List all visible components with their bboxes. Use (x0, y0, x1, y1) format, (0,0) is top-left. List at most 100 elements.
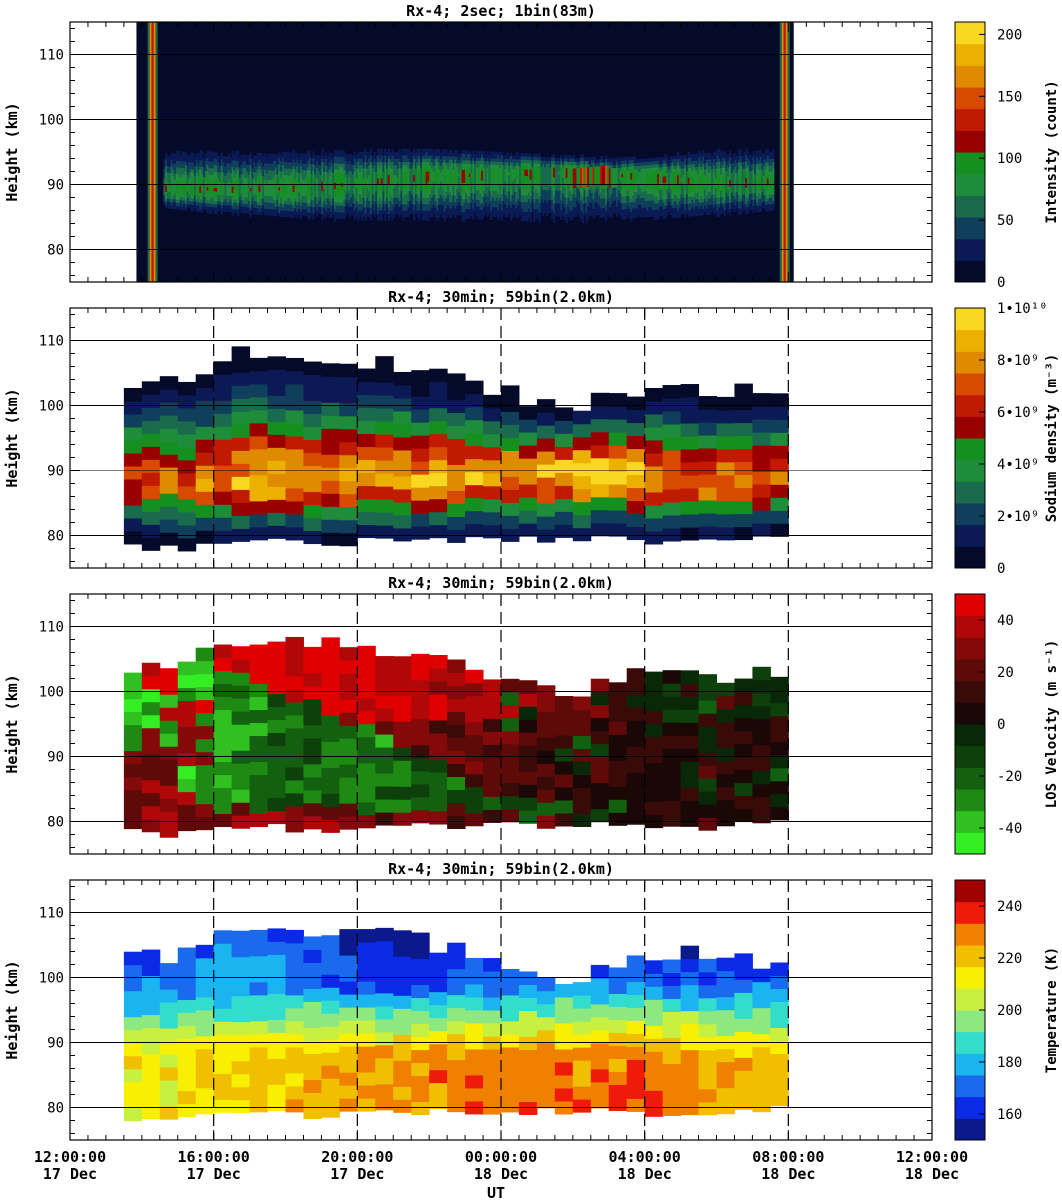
intensity-cell (373, 207, 376, 211)
intensity-cell (172, 202, 175, 206)
intensity-cell (317, 206, 321, 211)
intensity-cell (438, 152, 441, 156)
intensity-cell (463, 212, 466, 216)
intensity-cell (323, 178, 326, 182)
intensity-cell (389, 181, 392, 185)
intensity-cell (479, 173, 482, 178)
intensity-cell (610, 210, 613, 214)
intensity-cell (375, 207, 378, 211)
intensity-cell (168, 201, 171, 206)
intensity-cell (531, 205, 534, 209)
intensity-cell (220, 207, 224, 212)
intensity-cell (597, 211, 601, 216)
intensity-cell (326, 204, 329, 209)
intensity-cell (328, 159, 331, 163)
intensity-cell (263, 179, 267, 183)
intensity-cell (567, 177, 570, 182)
intensity-cell (285, 181, 288, 185)
intensity-cell (621, 160, 624, 165)
intensity-cell (384, 155, 387, 159)
intensity-cell (301, 176, 304, 180)
intensity-cell (175, 176, 179, 181)
intensity-cell (316, 164, 319, 169)
intensity-cell (439, 181, 443, 186)
intensity-cell (418, 200, 421, 205)
intensity-cell (283, 161, 286, 166)
intensity-cell (628, 189, 631, 193)
intensity-cell (276, 186, 279, 191)
intensity-cell (536, 212, 540, 216)
intensity-cell (529, 205, 532, 209)
intensity-cell (522, 162, 525, 167)
intensity-cell (425, 158, 428, 163)
intensity-cell (317, 200, 321, 204)
intensity-cell (529, 176, 532, 180)
intensity-cell (298, 166, 301, 170)
intensity-cell (380, 178, 383, 182)
intensity-cell (518, 211, 522, 215)
intensity-cell (405, 204, 409, 208)
intensity-cell (364, 174, 367, 179)
intensity-cell (574, 187, 577, 192)
intensity-cell (299, 198, 303, 203)
intensity-cell (404, 207, 407, 211)
intensity-cell (260, 188, 263, 193)
intensity-cell (360, 181, 364, 185)
intensity-cell (396, 158, 400, 163)
intensity-cell (459, 189, 462, 193)
intensity-cell (599, 162, 602, 167)
intensity-cell (416, 171, 419, 176)
intensity-cell (337, 208, 340, 213)
intensity-cell (592, 163, 595, 167)
intensity-cell (292, 168, 295, 173)
intensity-cell (481, 183, 484, 188)
intensity-cell (556, 190, 559, 194)
intensity-cell (470, 163, 473, 168)
intensity-cell (457, 195, 461, 200)
intensity-cell (163, 184, 166, 189)
intensity-cell (626, 192, 629, 197)
intensity-cell (213, 168, 216, 172)
intensity-cell (296, 204, 299, 209)
intensity-cell (612, 200, 615, 204)
intensity-cell (545, 199, 549, 204)
intensity-cell (190, 152, 193, 156)
intensity-cell (452, 156, 455, 160)
intensity-cell (285, 178, 288, 182)
intensity-cell (587, 192, 590, 197)
intensity-cell (258, 165, 261, 170)
intensity-cell (414, 155, 417, 159)
intensity-cell (211, 155, 215, 159)
intensity-cell (377, 213, 380, 218)
intensity-cell (238, 186, 242, 191)
intensity-cell (538, 195, 541, 200)
intensity-cell (456, 192, 459, 196)
intensity-cell (517, 168, 520, 173)
intensity-cell (359, 213, 362, 218)
intensity-cell (587, 202, 590, 207)
intensity-cell (364, 210, 367, 215)
intensity-cell (443, 162, 446, 166)
intensity-cell (569, 207, 572, 211)
intensity-cell (298, 159, 301, 164)
intensity-cell (184, 197, 188, 201)
intensity-cell (323, 197, 326, 202)
intensity-cell (567, 213, 570, 218)
intensity-cell (544, 199, 547, 203)
intensity-cell (235, 157, 238, 161)
intensity-cell (272, 163, 276, 168)
intensity-cell (617, 160, 620, 165)
intensity-cell (571, 174, 574, 179)
intensity-cell (439, 178, 443, 183)
intensity-cell (544, 179, 547, 184)
intensity-cell (465, 153, 468, 158)
intensity-cell (463, 156, 466, 161)
intensity-cell (601, 191, 604, 196)
intensity-cell (524, 156, 527, 160)
intensity-cell (468, 173, 471, 177)
intensity-cell (628, 195, 631, 200)
intensity-cell (547, 167, 550, 171)
intensity-cell (474, 189, 477, 194)
intensity-cell (305, 192, 308, 197)
intensity-cell (515, 191, 518, 196)
